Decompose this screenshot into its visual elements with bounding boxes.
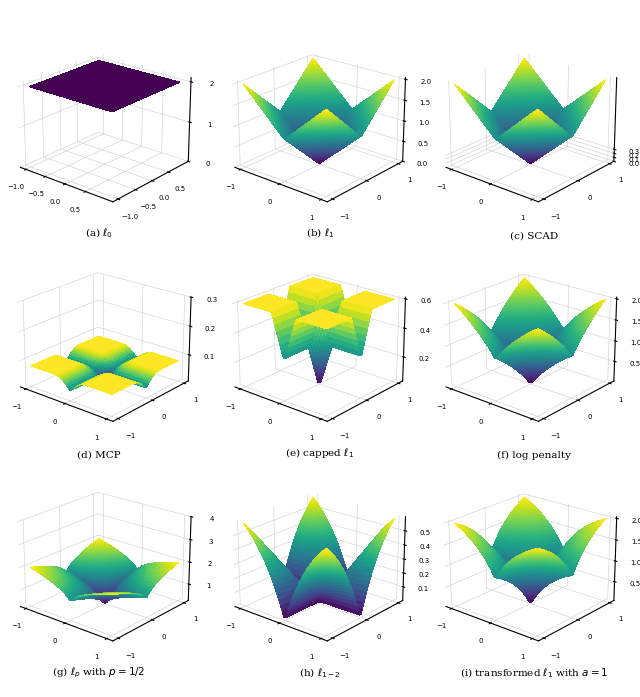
Text: (b) $\ell_1$: (b) $\ell_1$: [306, 227, 334, 240]
Text: (f) log penalty: (f) log penalty: [497, 451, 572, 460]
Text: (e) capped $\ell_1$: (e) capped $\ell_1$: [285, 446, 355, 460]
Text: (h) $\ell_{1-2}$: (h) $\ell_{1-2}$: [299, 666, 341, 680]
Text: (c) SCAD: (c) SCAD: [510, 231, 559, 240]
Text: (i) transformed $\ell_1$ with $a = 1$: (i) transformed $\ell_1$ with $a = 1$: [460, 666, 609, 680]
Text: (d) MCP: (d) MCP: [77, 451, 121, 460]
Text: (a) $\ell_0$: (a) $\ell_0$: [85, 227, 113, 240]
Text: (g) $\ell_p$ with $p = 1/2$: (g) $\ell_p$ with $p = 1/2$: [52, 665, 146, 680]
